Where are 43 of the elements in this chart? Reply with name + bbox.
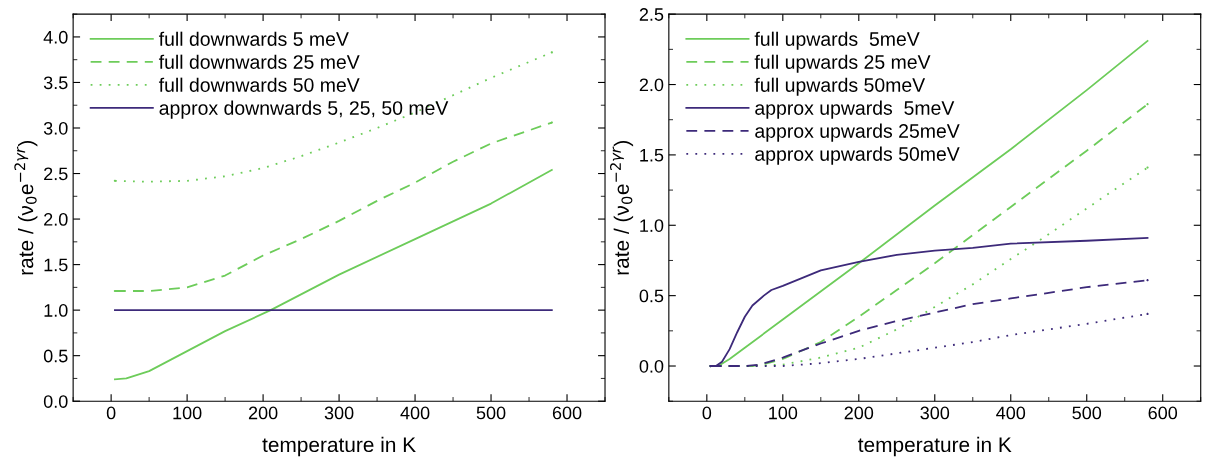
legend-label: full downwards 25 meV (158, 54, 360, 69)
x-tick-label: 100 (769, 406, 798, 420)
x-tick-label: 100 (173, 406, 202, 420)
y-tick-label: 2.0 (639, 78, 664, 92)
y-tick-label: 0.0 (43, 395, 68, 408)
legend-label: approx upwards 25meV (755, 123, 960, 142)
x-tick-label: 300 (324, 406, 354, 420)
y-axis-title: rate / (ν$_{0}$e$^{−2γr}$) (14, 141, 38, 275)
x-tick-label: 400 (400, 406, 430, 420)
legend-label: full upwards 50meV (754, 77, 926, 96)
legend-label: approx upwards 50meV (755, 146, 960, 165)
y-tick-label: 2.5 (44, 167, 68, 181)
legend-label: approx upwards 5meV (755, 100, 955, 119)
x-tick-label: 200 (248, 406, 278, 420)
y-tick-label: 1.5 (44, 258, 68, 272)
legend-label: full downwards 50 meV (158, 77, 360, 92)
y-tick-label: 0.5 (43, 349, 68, 363)
x-tick-label: 500 (1072, 406, 1102, 420)
x-tick-label: 600 (552, 406, 582, 420)
y-tick-label: 0.0 (639, 359, 664, 373)
x-tick-label: 600 (1148, 406, 1178, 420)
y-axis-title: rate / (ν$_{0}$e$^{−2γr}$) (609, 141, 634, 275)
y-tick-label: 0.5 (639, 289, 664, 303)
legend-label: full upwards 25 meV (754, 54, 931, 73)
y-tick-label: 2.0 (44, 213, 68, 226)
x-tick-label: 400 (996, 406, 1026, 420)
x-axis-title: temperature in K (858, 436, 1012, 457)
x-tick-label: 0 (702, 406, 712, 420)
legend-label: approx downwards 5, 25, 50 meV (159, 100, 449, 119)
y-tick-label: 3.0 (43, 121, 68, 135)
legend-label: full upwards 5meV (754, 31, 920, 50)
x-tick-label: 500 (476, 406, 506, 420)
y-tick-label: 1.0 (44, 304, 68, 317)
y-tick-label: 3.5 (43, 76, 68, 90)
y-tick-label: 1.5 (640, 149, 664, 162)
x-tick-label: 0 (106, 406, 116, 420)
x-tick-label: 300 (920, 406, 950, 420)
x-axis-title: temperature in K (262, 436, 416, 457)
y-tick-label: 2.5 (639, 8, 664, 21)
legend-label: full downwards 5 meV (158, 31, 349, 46)
x-tick-label: 200 (844, 406, 874, 420)
y-tick-label: 4.0 (43, 30, 68, 44)
y-tick-label: 1.0 (640, 219, 664, 232)
